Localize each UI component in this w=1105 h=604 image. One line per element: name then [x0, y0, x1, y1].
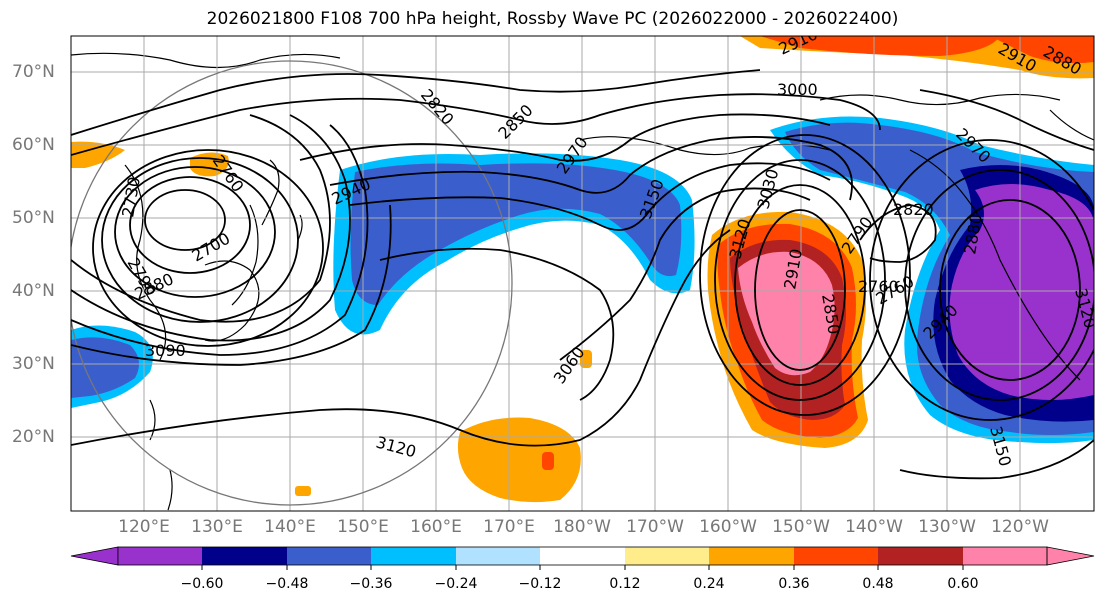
colorbar-frame — [117, 546, 1048, 566]
colorbar-label: −0.12 — [518, 576, 562, 592]
colorbar-bin — [287, 547, 371, 565]
colorbar-bin — [963, 547, 1047, 565]
lon-label: 130°W — [918, 517, 976, 537]
contour-label: 3000 — [777, 80, 818, 99]
colorbar-extend-low — [70, 546, 119, 566]
colorbar-label: −0.48 — [265, 576, 309, 592]
colorbar-bin — [118, 547, 202, 565]
colorbar-bin — [371, 547, 456, 565]
lat-label-70n: 70°N — [12, 62, 55, 82]
lat-label-40n: 40°N — [12, 281, 55, 301]
colorbar-label: −0.60 — [180, 576, 224, 592]
shade-subtropic-positive — [457, 417, 581, 503]
contour-label: 2760 — [858, 277, 899, 296]
lon-label: 140°E — [264, 517, 316, 537]
lon-label: 150°E — [337, 517, 389, 537]
colorbar-bin — [456, 547, 540, 565]
height-contours — [71, 69, 1094, 480]
shade-npac-strong-negative — [949, 184, 1094, 400]
contour-label: 3090 — [145, 341, 186, 360]
contour-label: 2820 — [893, 200, 934, 219]
lon-label: 180°W — [553, 517, 611, 537]
colorbar-label: −0.36 — [349, 576, 393, 592]
map-frame — [70, 35, 1095, 512]
colorbar-label: 0.12 — [609, 576, 641, 592]
colorbar-bin — [709, 547, 794, 565]
colorbar-bin — [878, 547, 963, 565]
lon-label: 140°W — [845, 517, 903, 537]
lon-label: 160°E — [410, 517, 462, 537]
lat-label-60n: 60°N — [12, 135, 55, 155]
lon-label: 170°W — [626, 517, 684, 537]
lon-label: 150°W — [772, 517, 830, 537]
colorbar-label: 0.36 — [778, 576, 810, 592]
colorbar — [70, 546, 1095, 570]
colorbar-label: 0.24 — [693, 576, 725, 592]
colorbar-bin — [625, 547, 709, 565]
colorbar-bin — [202, 547, 287, 565]
colorbar-label: 0.48 — [862, 576, 894, 592]
reference-circle — [71, 60, 513, 506]
map-panel: 2910 2910 2880 3000 2820 2850 2970 3150 … — [71, 36, 1094, 511]
colorbar-extend-high — [1046, 546, 1095, 566]
figure-title: 2026021800 F108 700 hPa height, Rossby W… — [206, 9, 899, 29]
lon-label: 130°E — [191, 517, 243, 537]
lat-label-30n: 30°N — [12, 354, 55, 374]
lon-label: 160°W — [699, 517, 757, 537]
colorbar-bin — [794, 547, 878, 565]
lon-label: 170°E — [483, 517, 535, 537]
colorbar-label: −0.24 — [434, 576, 478, 592]
colorbar-label: 0.60 — [947, 576, 979, 592]
colorbar-bin — [540, 547, 625, 565]
lat-label-20n: 20°N — [12, 427, 55, 447]
lon-label: 120°E — [118, 517, 170, 537]
lat-label-50n: 50°N — [12, 208, 55, 228]
shade-epac-strong-positive — [738, 251, 835, 376]
lon-label: 120°W — [991, 517, 1049, 537]
